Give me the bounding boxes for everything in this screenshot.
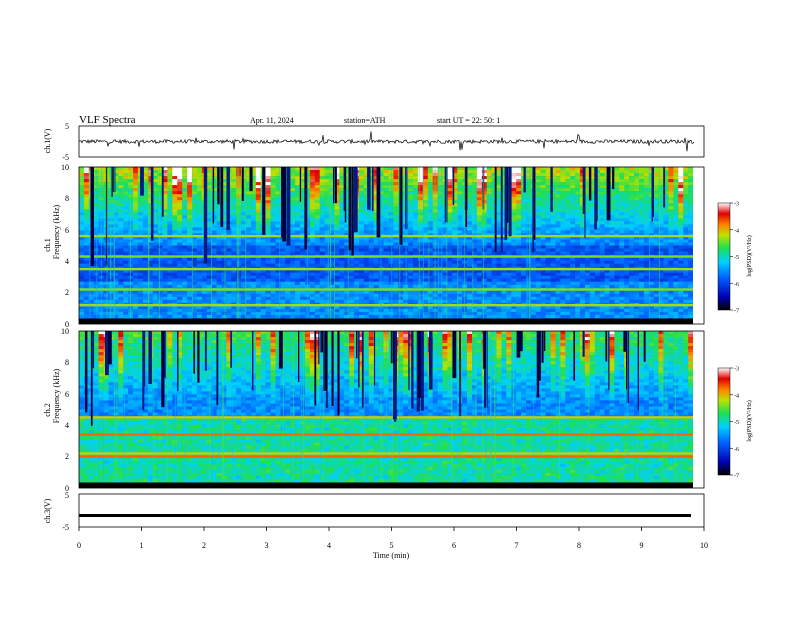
time-tick-label: 8 xyxy=(577,541,581,550)
ch1-spectrogram-image xyxy=(79,167,704,324)
colorbar-tick-label: -6 xyxy=(734,447,739,453)
time-tick-label: 10 xyxy=(700,541,708,550)
time-tick-label: 5 xyxy=(390,541,394,550)
ch3-waveform-panel: 5 -5 ch.3(V) xyxy=(43,491,704,532)
colorbar-tick-label: -5 xyxy=(734,255,739,261)
time-tick-label: 4 xyxy=(327,541,331,550)
colorbar-tick-label: -4 xyxy=(734,393,739,399)
ch2-spectrogram-yticks: 0 2 4 6 8 10 xyxy=(61,327,69,493)
spec1-ytick-2: 2 xyxy=(65,288,69,297)
ch1-ytick-top: 5 xyxy=(65,122,69,131)
ch1-waveform-panel: 5 -5 ch.1(V) xyxy=(43,122,704,162)
time-axis-ticks: 0 1 2 3 4 5 6 7 8 9 10 xyxy=(77,527,708,550)
time-tick-label: 2 xyxy=(202,541,206,550)
spec2-ytick-6: 6 xyxy=(65,390,69,399)
time-tick-label: 3 xyxy=(265,541,269,550)
colorbar-tick-label: -6 xyxy=(734,282,739,288)
ch3-ylabel: ch.3(V) xyxy=(43,498,52,523)
spec1-ylabel-channel: ch.1 xyxy=(43,238,52,252)
date-label: Apr. 11, 2024 xyxy=(250,116,294,125)
colorbar-tick-label: -7 xyxy=(734,474,739,480)
ch1-spectrogram-yticks: 0 2 4 6 8 10 xyxy=(61,163,69,329)
colorbar-ch1: -3 -4 -5 -6 -7 log(PSD)(V²/Hz) xyxy=(718,202,753,315)
colorbar-tick-label: -5 xyxy=(734,420,739,426)
time-tick-label: 7 xyxy=(515,541,519,550)
spec1-ytick-8: 8 xyxy=(65,194,69,203)
spec1-ytick-4: 4 xyxy=(65,257,69,266)
colorbar-tick-label: -4 xyxy=(734,228,739,234)
spec2-ylabel-channel: ch.2 xyxy=(43,403,52,417)
time-tick-label: 1 xyxy=(140,541,144,550)
spec2-ytick-4: 4 xyxy=(65,421,69,430)
ch2-spectrogram-panel: 0 2 4 6 8 10 ch.2 Frequency (kHz) xyxy=(43,327,704,493)
station-label: station=ATH xyxy=(344,116,386,125)
spec2-ytick-8: 8 xyxy=(65,358,69,367)
time-tick-label: 6 xyxy=(452,541,456,550)
spec2-ylabel-frequency: Frequency (kHz) xyxy=(52,368,61,423)
spec1-ytick-6: 6 xyxy=(65,226,69,235)
time-tick-label: 0 xyxy=(77,541,81,550)
ch1-ylabel: ch.1(V) xyxy=(43,128,52,153)
ch3-ytick-bottom: -5 xyxy=(62,523,69,532)
colorbar-ch2: -3 -4 -5 -6 -7 log(PSD)(V²/Hz) xyxy=(718,367,753,480)
figure-title: VLF Spectra xyxy=(79,114,136,126)
time-tick-label: 9 xyxy=(640,541,644,550)
ch3-ytick-top: 5 xyxy=(65,491,69,500)
spec2-ytick-10: 10 xyxy=(61,327,69,336)
colorbar-tick-label: -7 xyxy=(734,309,739,315)
spec2-ytick-2: 2 xyxy=(65,452,69,461)
ch1-ytick-bottom: -5 xyxy=(62,153,69,162)
time-axis-label: Time (min) xyxy=(373,551,410,560)
ch1-spectrogram-panel: 0 2 4 6 8 10 ch.1 Frequency (kHz) xyxy=(43,163,704,329)
colorbar-ch2-label: log(PSD)(V²/Hz) xyxy=(746,400,753,441)
colorbar-ch1-label: log(PSD)(V²/Hz) xyxy=(746,235,753,276)
ch2-spectrogram-image xyxy=(79,331,704,488)
start-ut-label: start UT = 22: 50: 1 xyxy=(437,116,500,125)
spec1-ylabel-frequency: Frequency (kHz) xyxy=(52,204,61,259)
colorbar-tick-label: -3 xyxy=(734,367,739,373)
colorbar-tick-label: -3 xyxy=(734,202,739,208)
spec1-ytick-10: 10 xyxy=(61,163,69,172)
